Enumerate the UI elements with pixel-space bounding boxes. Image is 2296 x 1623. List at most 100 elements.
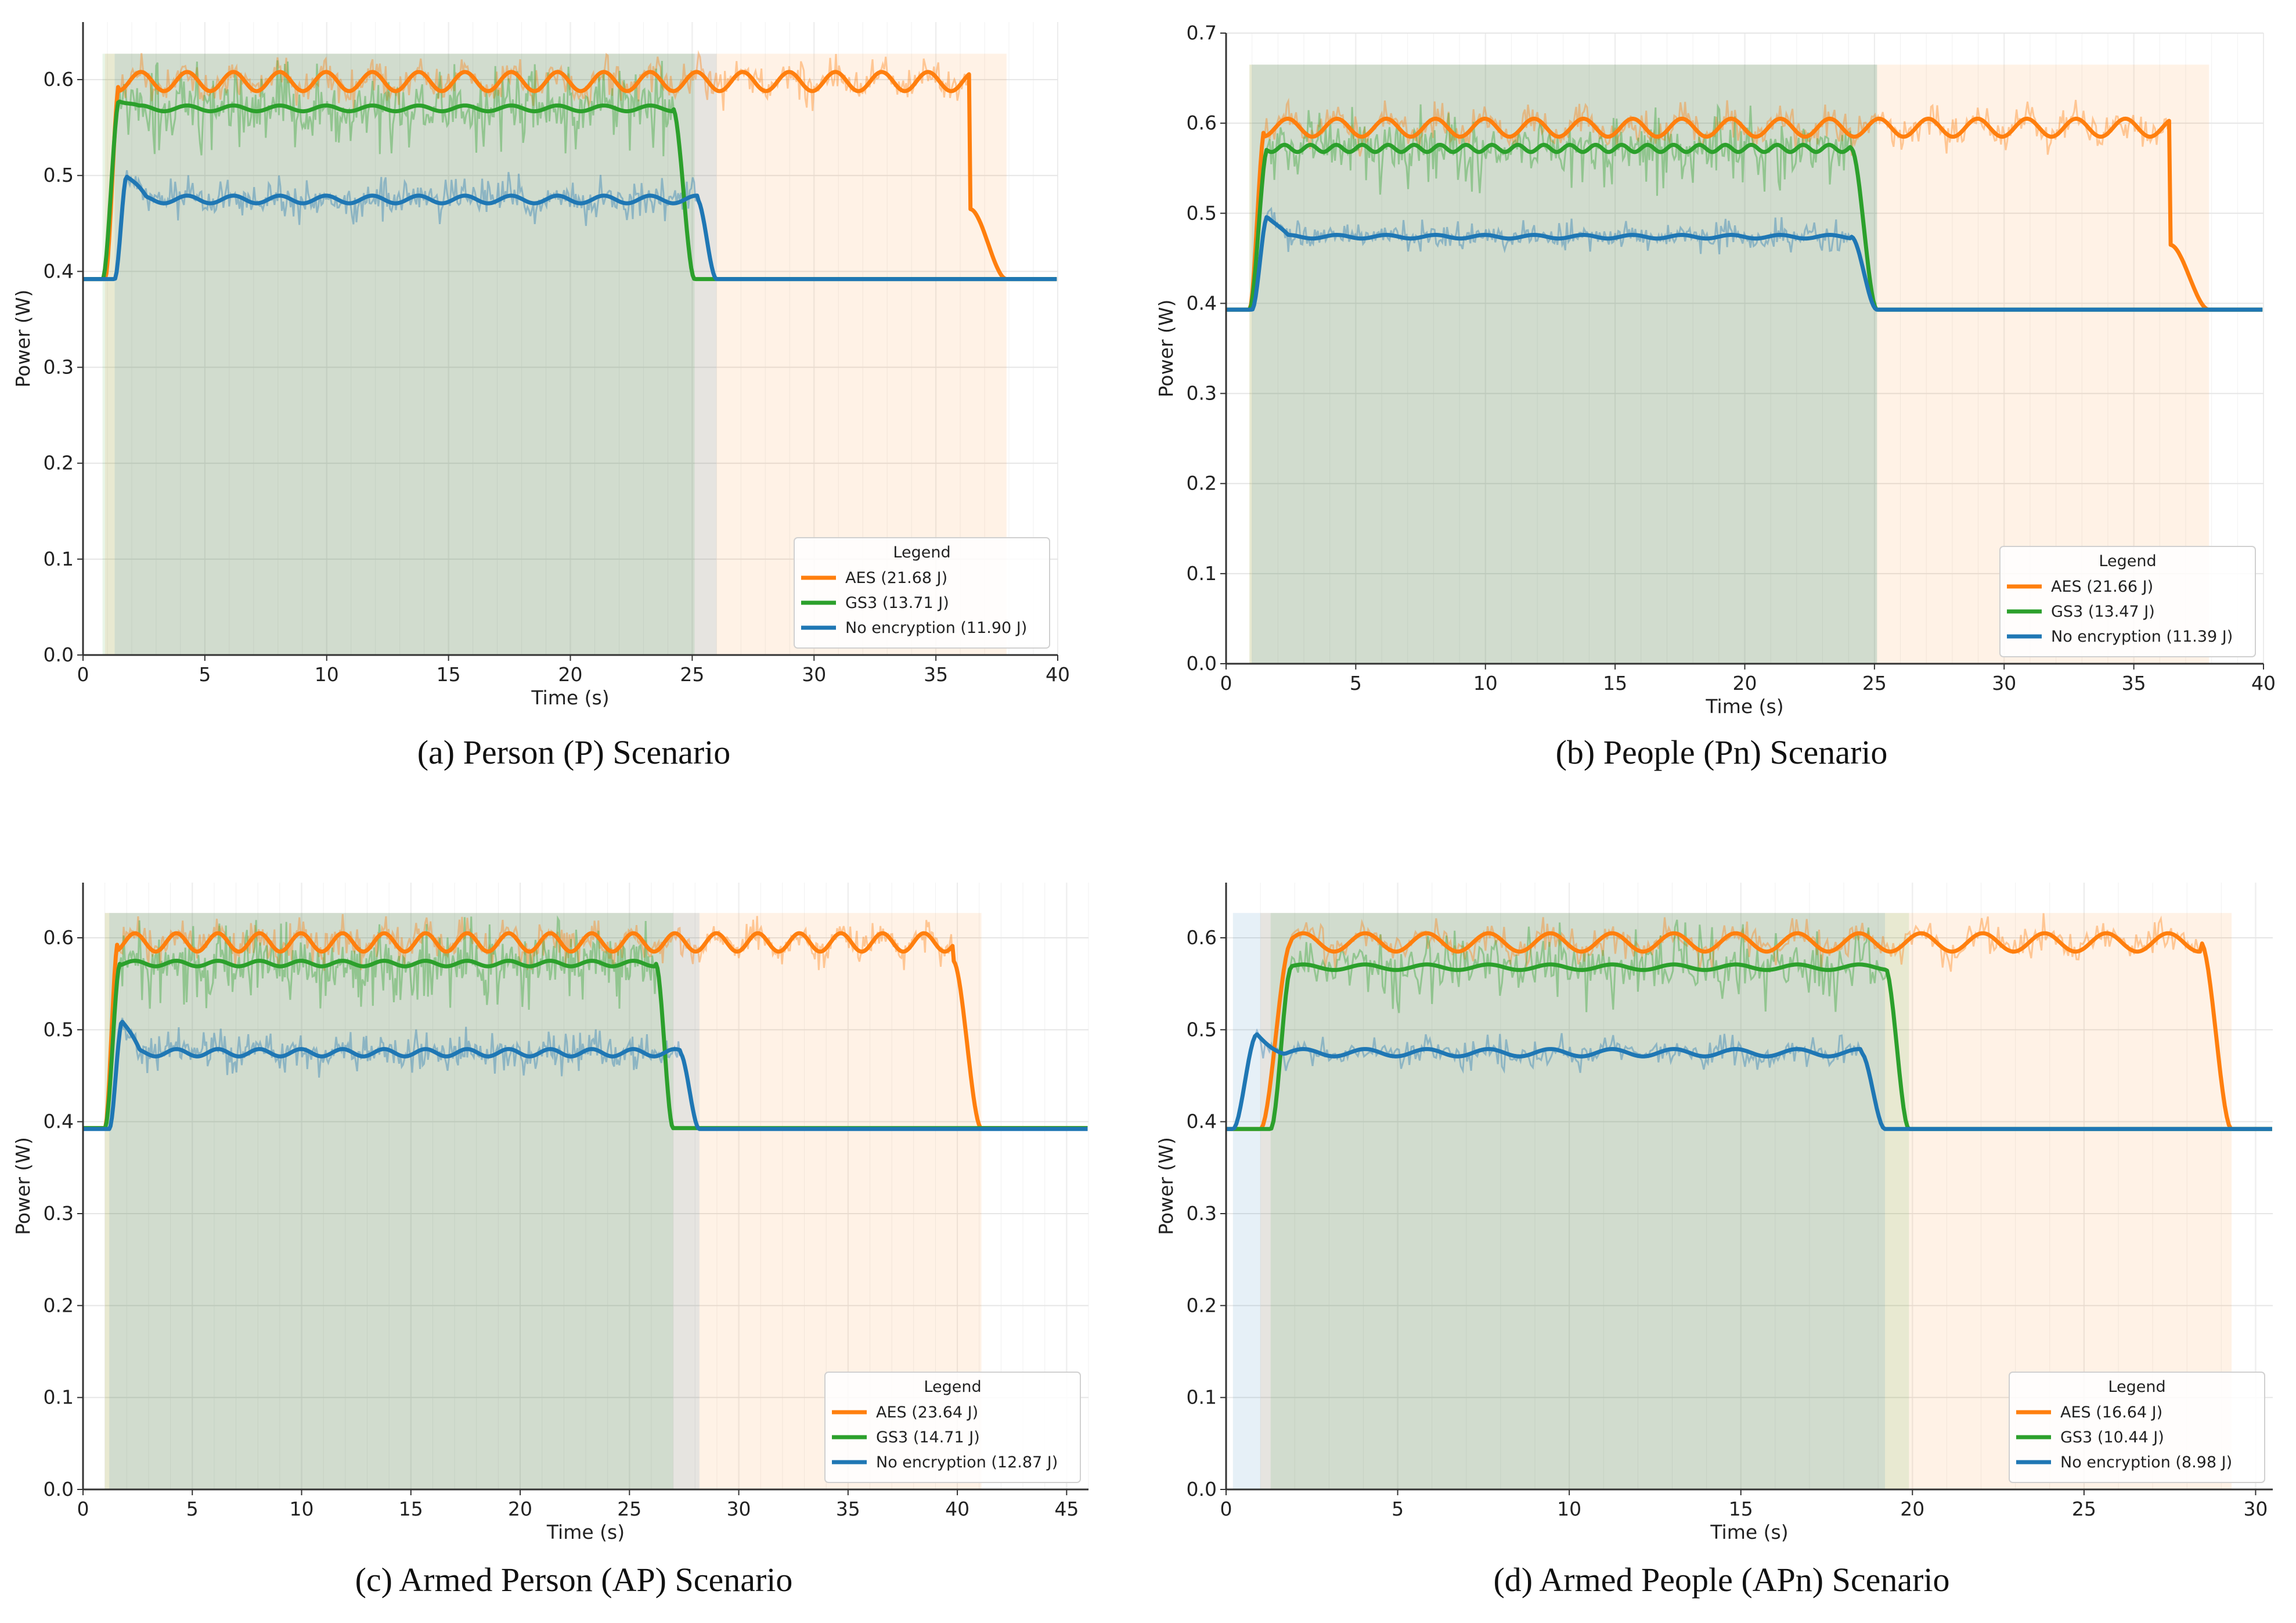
- power-chart-d: 0 5 10 15 20 25 30 0.0 0.1 0.2 0.3 0.4 0.5 0.6 Time (s…: [1155, 883, 2273, 1543]
- x-tick-label: 5: [186, 1498, 199, 1520]
- y-tick-label: 0.3: [1187, 1202, 1217, 1225]
- x-tick-label: 30: [1992, 672, 2016, 694]
- y-tick-label: 0.4: [1187, 292, 1217, 314]
- series-raw-trace: [1226, 913, 2272, 1130]
- series-area-fill: [104, 913, 673, 1489]
- x-tick-label: 40: [945, 1498, 969, 1520]
- legend: Legend AES (16.64 J) GS3 (10.44 J) No encry…: [2009, 1372, 2265, 1483]
- y-tick-label: 0.2: [1187, 472, 1217, 495]
- y-axis-label: Power (W): [1155, 1137, 1177, 1235]
- chart-panel-b: 0 5 10 15 20 25 30 35 40 0.0 0.1 0.2 0.3 0.4 0.5 0.6 0.7…: [1148, 0, 2295, 811]
- legend-box: [794, 537, 1050, 649]
- legend-entry: AES (21.66 J): [2051, 578, 2153, 596]
- series-lines: [1226, 931, 2272, 1131]
- y-ticks: 0.0 0.1 0.2 0.3 0.4 0.5 0.6: [44, 926, 83, 1500]
- y-tick-label: 0.1: [44, 1386, 74, 1409]
- y-ticks: 0.0 0.1 0.2 0.3 0.4 0.5 0.6: [44, 68, 83, 666]
- series-area-fill: [114, 53, 717, 655]
- chart-caption-a: (a) Person (P) Scenario: [417, 733, 731, 771]
- legend-entry: GS3 (10.44 J): [2060, 1428, 2164, 1446]
- series-line: [1226, 215, 2263, 312]
- legend-entry: No encryption (11.39 J): [2051, 628, 2233, 646]
- y-tick-label: 0.2: [44, 1294, 74, 1316]
- y-tick-label: 0.7: [1187, 21, 1217, 44]
- y-tick-label: 0.5: [1187, 201, 1217, 224]
- x-tick-label: 0: [77, 1498, 89, 1520]
- area-fills: [1249, 64, 2210, 664]
- series-line: [82, 70, 1058, 282]
- y-tick-label: 0.5: [1187, 1018, 1217, 1041]
- x-axis-label: Time (s): [531, 686, 609, 709]
- legend-entry: AES (23.64 J): [876, 1404, 978, 1422]
- series-line: [1226, 116, 2263, 312]
- legend-entry: AES (21.68 J): [845, 569, 947, 587]
- chart-panel-d: 0 5 10 15 20 25 30 0.0 0.1 0.2 0.3 0.4 0.5 0.6 Time (s…: [1148, 811, 2295, 1622]
- y-axis-label: Power (W): [12, 1137, 34, 1235]
- legend-entry: GS3 (13.47 J): [2051, 603, 2155, 621]
- legend-entry: No encryption (11.90 J): [845, 619, 1027, 637]
- x-ticks: 0 5 10 15 20 25 30 35 40: [77, 655, 1070, 686]
- chart-caption-b: (b) People (Pn) Scenario: [1555, 733, 1888, 771]
- series-area-fill: [1252, 64, 1877, 664]
- series-area-fill: [1232, 913, 1886, 1489]
- chart-caption-c: (c) Armed Person (AP) Scenario: [355, 1561, 793, 1599]
- y-tick-label: 0.1: [44, 548, 74, 570]
- x-ticks: 0 5 10 15 20 25 30 35 40: [1220, 664, 2276, 694]
- x-tick-label: 10: [290, 1498, 314, 1520]
- series-line: [82, 1020, 1088, 1131]
- y-tick-label: 0.3: [1187, 382, 1217, 405]
- y-tick-label: 0.0: [1187, 652, 1217, 675]
- y-tick-label: 0.4: [44, 260, 74, 282]
- y-tick-label: 0.6: [44, 68, 74, 91]
- chart-caption-d: (d) Armed People (APn) Scenario: [1493, 1561, 1950, 1599]
- x-tick-label: 25: [1862, 672, 1887, 694]
- legend-entry: AES (16.64 J): [2060, 1404, 2162, 1422]
- x-tick-label: 35: [924, 663, 948, 686]
- series-area-fill: [1270, 913, 1909, 1489]
- x-tick-label: 35: [2122, 672, 2146, 694]
- y-ticks: 0.0 0.1 0.2 0.3 0.4 0.5 0.6: [1187, 926, 1226, 1500]
- legend-box: [2009, 1372, 2265, 1483]
- legend-entry: No encryption (8.98 J): [2060, 1453, 2232, 1471]
- legend-entry: No encryption (12.87 J): [876, 1453, 1058, 1471]
- legend-entry: GS3 (13.71 J): [845, 594, 949, 612]
- y-tick-label: 0.3: [44, 356, 74, 379]
- power-chart-b: 0 5 10 15 20 25 30 35 40 0.0 0.1 0.2 0.3 0.4 0.5 0.6 0.7…: [1155, 21, 2276, 718]
- x-tick-label: 10: [315, 663, 339, 686]
- x-tick-label: 30: [727, 1498, 751, 1520]
- area-fills: [102, 53, 1007, 655]
- y-tick-label: 0.1: [1187, 562, 1217, 585]
- series-area-fill: [1249, 64, 1877, 664]
- series-line: [1226, 1032, 2272, 1131]
- legend-title: Legend: [893, 544, 950, 562]
- series-area-fill: [102, 53, 695, 655]
- y-tick-label: 0.3: [44, 1202, 74, 1225]
- x-tick-label: 0: [1220, 1498, 1232, 1520]
- power-chart-c: 0 5 10 15 20 25 30 35 40 45 0.0 0.1 0.2 0.3 0.4 0.5 0.6 T…: [12, 883, 1089, 1543]
- x-tick-label: 10: [1557, 1498, 1581, 1520]
- legend: Legend AES (21.66 J) GS3 (13.47 J) No encry…: [1999, 546, 2256, 657]
- series-area-fill: [109, 913, 700, 1489]
- x-ticks: 0 5 10 15 20 25 30: [1220, 1489, 2268, 1520]
- x-tick-label: 45: [1054, 1498, 1079, 1520]
- chart-panel-c: 0 5 10 15 20 25 30 35 40 45 0.0 0.1 0.2 0.3 0.4 0.5 0.6 T…: [0, 811, 1148, 1622]
- legend: Legend AES (21.68 J) GS3 (13.71 J) No encry…: [794, 537, 1050, 649]
- x-axis-label: Time (s): [546, 1521, 625, 1543]
- x-tick-label: 15: [1729, 1498, 1753, 1520]
- y-tick-label: 0.6: [1187, 926, 1217, 949]
- series-lines: [1226, 116, 2263, 312]
- legend-title: Legend: [2099, 552, 2156, 570]
- x-tick-label: 40: [1046, 663, 1070, 686]
- series-line: [1226, 931, 2272, 1131]
- legend-entry: GS3 (14.71 J): [876, 1428, 980, 1446]
- x-tick-label: 20: [558, 663, 583, 686]
- x-tick-label: 0: [77, 663, 89, 686]
- x-tick-label: 0: [1220, 672, 1232, 694]
- y-tick-label: 0.4: [44, 1110, 74, 1133]
- y-axis-label: Power (W): [12, 290, 34, 388]
- x-tick-label: 20: [1900, 1498, 1924, 1520]
- x-tick-label: 20: [1733, 672, 1757, 694]
- y-tick-label: 0.0: [44, 1478, 74, 1500]
- series-lines: [82, 70, 1058, 282]
- x-tick-label: 15: [399, 1498, 423, 1520]
